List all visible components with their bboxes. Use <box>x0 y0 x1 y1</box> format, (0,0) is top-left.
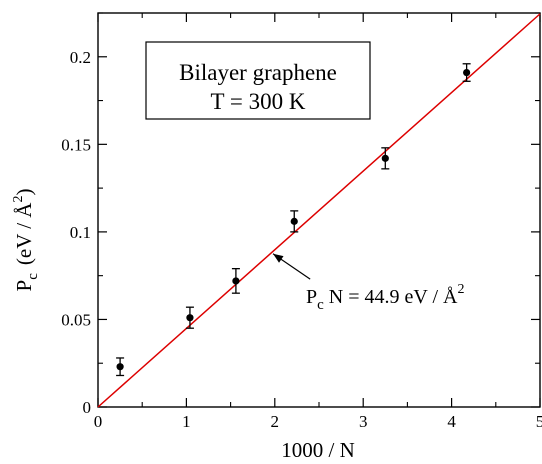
x-axis-title: 1000 / N <box>281 438 355 462</box>
data-points-layer <box>116 63 471 377</box>
data-marker <box>463 68 471 77</box>
data-point <box>116 357 125 377</box>
data-marker <box>290 217 298 225</box>
y-tick-label: 0.05 <box>61 310 91 329</box>
legend-line-2: T = 300 K <box>211 89 306 114</box>
fit-annotation: Pc N = 44.9 eV / Å2 <box>306 282 464 313</box>
x-tick-label: 3 <box>359 412 368 431</box>
legend: Bilayer graphene T = 300 K <box>145 41 371 120</box>
annotation-arrow-head <box>273 253 284 263</box>
x-tick-label: 5 <box>536 412 542 431</box>
y-tick-label: 0 <box>83 398 92 417</box>
data-point <box>231 268 240 294</box>
data-marker <box>232 277 240 285</box>
y-axis-title-units-sup: 2 <box>11 196 26 203</box>
y-axis-title-units-close: ) <box>12 189 36 196</box>
data-marker <box>186 314 194 322</box>
y-axis-title: Pc (eV / Å2) <box>11 189 41 292</box>
data-point <box>185 306 194 329</box>
y-axis-title-subscript: c <box>25 273 41 280</box>
data-marker <box>116 363 124 371</box>
fit-annotation-prefix: P <box>306 286 317 308</box>
axis-ticks: 0 1 2 3 4 5 0 0.05 0.1 0.15 0.2 <box>61 12 542 431</box>
y-tick-label: 0.2 <box>70 48 91 67</box>
y-axis-title-units: (eV / Å <box>12 202 36 265</box>
data-point <box>290 210 299 233</box>
y-tick-label: 0.15 <box>61 135 91 154</box>
fit-annotation-subscript: c <box>317 297 324 313</box>
legend-line-1: Bilayer graphene <box>179 60 337 85</box>
legend-box <box>145 41 371 120</box>
y-axis-title-main: P <box>12 280 36 292</box>
data-point <box>462 63 471 82</box>
fit-annotation-sup: 2 <box>457 282 464 297</box>
fit-annotation-middle: N = 44.9 eV / Å <box>324 286 458 308</box>
x-tick-label: 4 <box>447 412 456 431</box>
annotation-arrow-layer <box>272 253 311 280</box>
data-point <box>381 147 390 170</box>
x-tick-label: 1 <box>182 412 191 431</box>
y-tick-label: 0.1 <box>70 223 91 242</box>
x-tick-label: 2 <box>271 412 280 431</box>
data-marker <box>381 154 389 162</box>
x-tick-label: 0 <box>94 412 103 431</box>
fit-annotation-text: Pc N = 44.9 eV / Å2 <box>306 282 464 313</box>
